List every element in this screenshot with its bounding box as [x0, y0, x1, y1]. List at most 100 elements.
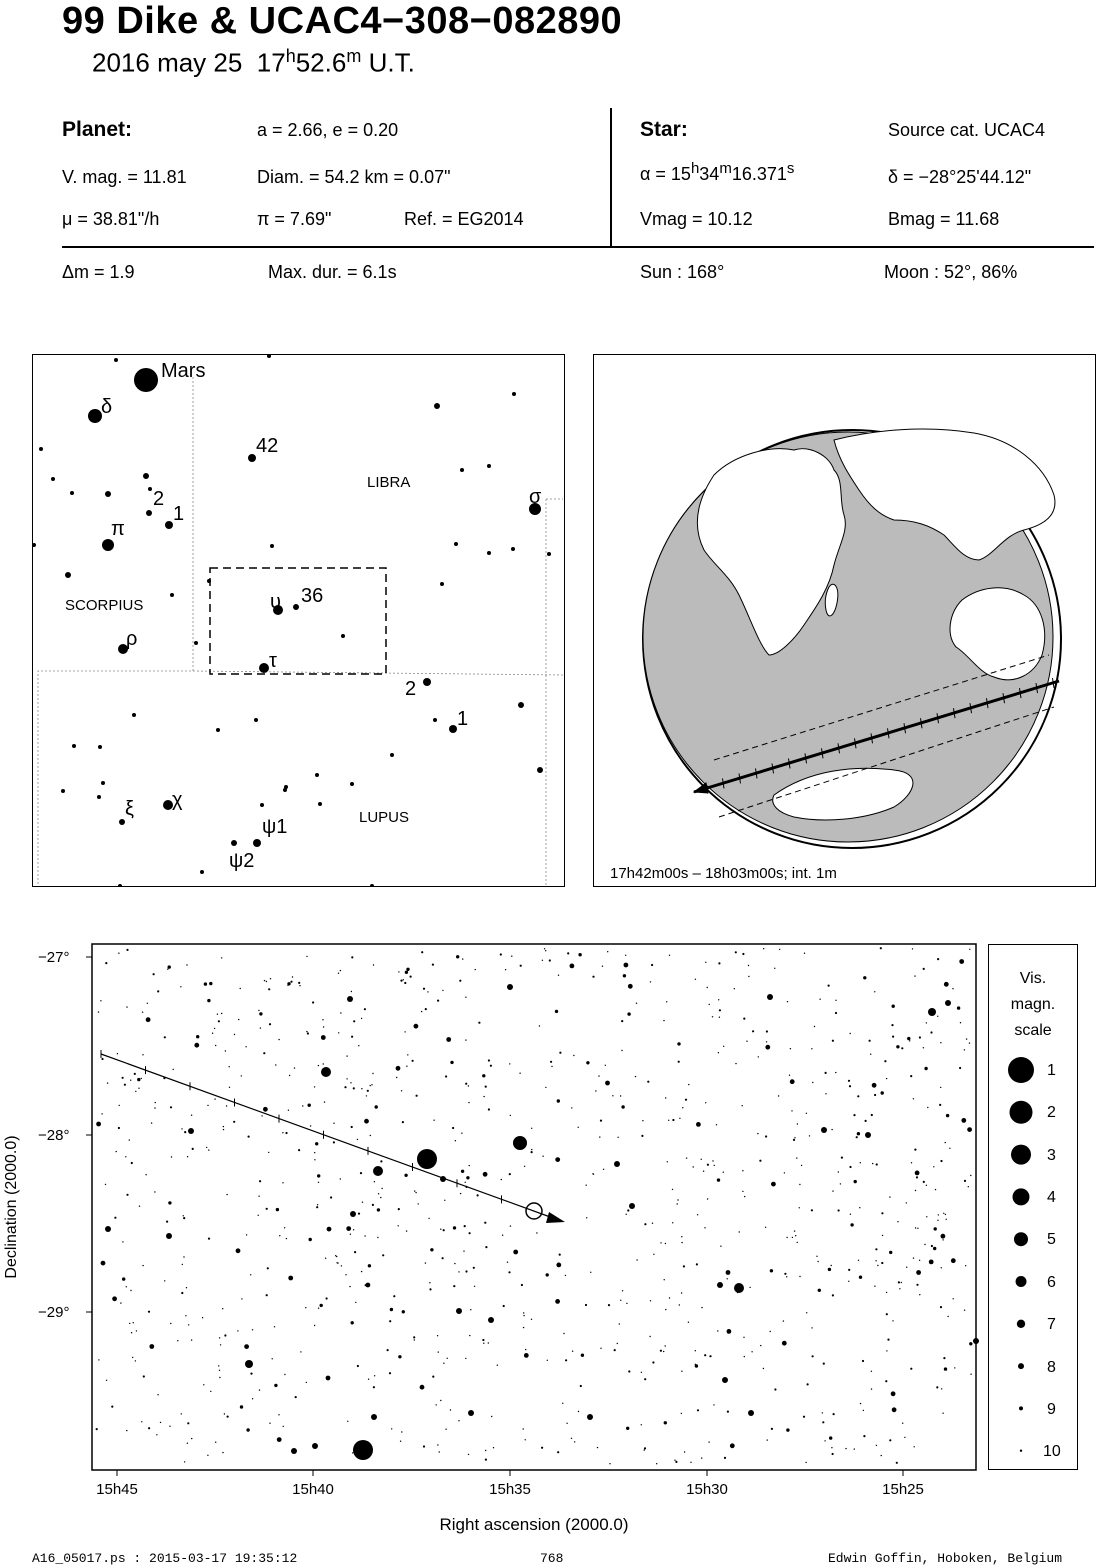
- field-star: [170, 1156, 173, 1158]
- field-star: [130, 1161, 133, 1165]
- field-star: [834, 1011, 838, 1015]
- field-star: [346, 1078, 348, 1080]
- field-star: [273, 1326, 276, 1328]
- field-star: [635, 1002, 638, 1004]
- field-star: [546, 1359, 548, 1361]
- field-star: [748, 975, 750, 978]
- field-star: [445, 1075, 448, 1078]
- field-star: [251, 1329, 254, 1331]
- field-star: [821, 1412, 823, 1414]
- field-star: [968, 1042, 971, 1044]
- field-star: [880, 1091, 884, 1095]
- field-star: [723, 1045, 725, 1047]
- field-star: [541, 1446, 544, 1449]
- field-star: [596, 1446, 599, 1449]
- field-star: [322, 1026, 325, 1028]
- field-star: [663, 1350, 665, 1353]
- field-star: [389, 1320, 392, 1323]
- field-star: [952, 1298, 954, 1300]
- field-star: [509, 1225, 512, 1227]
- field-star: [663, 1279, 665, 1281]
- field-star: [927, 1106, 929, 1109]
- field-star: [922, 967, 925, 970]
- field-star: [442, 1229, 445, 1232]
- time-tick: [936, 713, 939, 724]
- field-star: [337, 972, 340, 974]
- field-star: [963, 1309, 966, 1311]
- field-star: [586, 1217, 588, 1219]
- field-star: [863, 1435, 866, 1438]
- field-star: [258, 1009, 260, 1012]
- bright-star: [973, 1338, 979, 1344]
- madagascar-landmass: [824, 583, 839, 617]
- field-star: [853, 1179, 857, 1184]
- field-star: [687, 1321, 690, 1323]
- field-star: [187, 1422, 190, 1425]
- field-star: [450, 1060, 454, 1065]
- field-star: [184, 1131, 187, 1134]
- field-star: [306, 1032, 309, 1035]
- field-star: [765, 1030, 769, 1033]
- bright-star: [748, 1410, 754, 1416]
- field-star: [696, 1214, 699, 1216]
- field-star: [848, 1085, 852, 1088]
- field-star: [358, 1045, 360, 1047]
- field-star: [742, 1190, 744, 1193]
- field-star: [190, 1339, 193, 1341]
- field-star: [404, 1173, 408, 1177]
- field-star: [725, 1270, 731, 1275]
- field-star: [799, 1183, 801, 1186]
- field-star: [802, 1415, 806, 1418]
- field-star: [373, 1375, 376, 1377]
- field-star: [805, 1112, 808, 1114]
- field-star: [621, 1049, 623, 1052]
- star-2-label: 2: [153, 488, 164, 510]
- magnitude-level: 9: [1047, 1401, 1056, 1418]
- field-star: [681, 1236, 683, 1238]
- field-star: [679, 1117, 681, 1119]
- field-star: [652, 1361, 655, 1364]
- field-star: [364, 1118, 369, 1124]
- magnitude-dot: [1019, 1406, 1023, 1411]
- field-star: [298, 981, 301, 984]
- field-star: [796, 1241, 798, 1244]
- field-star: [181, 1128, 183, 1130]
- target-star-marker: [525, 1202, 543, 1220]
- australia-landmass: [949, 587, 1046, 681]
- field-star: [100, 1260, 106, 1266]
- finder-stars: [32, 354, 551, 888]
- field-star: [167, 968, 169, 970]
- field-star: [835, 999, 837, 1001]
- field-star: [137, 1077, 141, 1082]
- field-star: [769, 1330, 771, 1333]
- field-star: [570, 1437, 573, 1439]
- field-star: [770, 1427, 774, 1430]
- field-star: [777, 1095, 780, 1097]
- field-star: [627, 1209, 630, 1212]
- field-star: [473, 1285, 476, 1287]
- field-star: [664, 1242, 667, 1245]
- field-star: [352, 1087, 355, 1090]
- y-tick-label: −27°: [38, 949, 69, 966]
- field-star: [183, 1217, 186, 1220]
- field-star: [832, 1413, 835, 1416]
- bright-star: [347, 996, 353, 1002]
- field-star: [681, 1241, 683, 1244]
- field-star: [228, 1086, 231, 1088]
- field-star: [940, 1233, 946, 1239]
- field-star: [885, 1313, 888, 1316]
- field-star: [350, 990, 353, 993]
- finder-star: [170, 593, 174, 597]
- field-star: [531, 1127, 533, 1129]
- field-star: [300, 1351, 302, 1353]
- planet-heading: Planet:: [62, 118, 133, 141]
- field-star: [618, 1323, 620, 1325]
- field-star: [468, 1164, 470, 1167]
- field-star: [282, 1182, 284, 1184]
- star-1-label: 1: [173, 503, 184, 525]
- bright-star: [371, 1414, 377, 1420]
- field-star: [465, 1357, 467, 1360]
- field-star: [322, 1019, 324, 1021]
- field-star: [774, 967, 776, 969]
- field-star: [870, 1053, 872, 1055]
